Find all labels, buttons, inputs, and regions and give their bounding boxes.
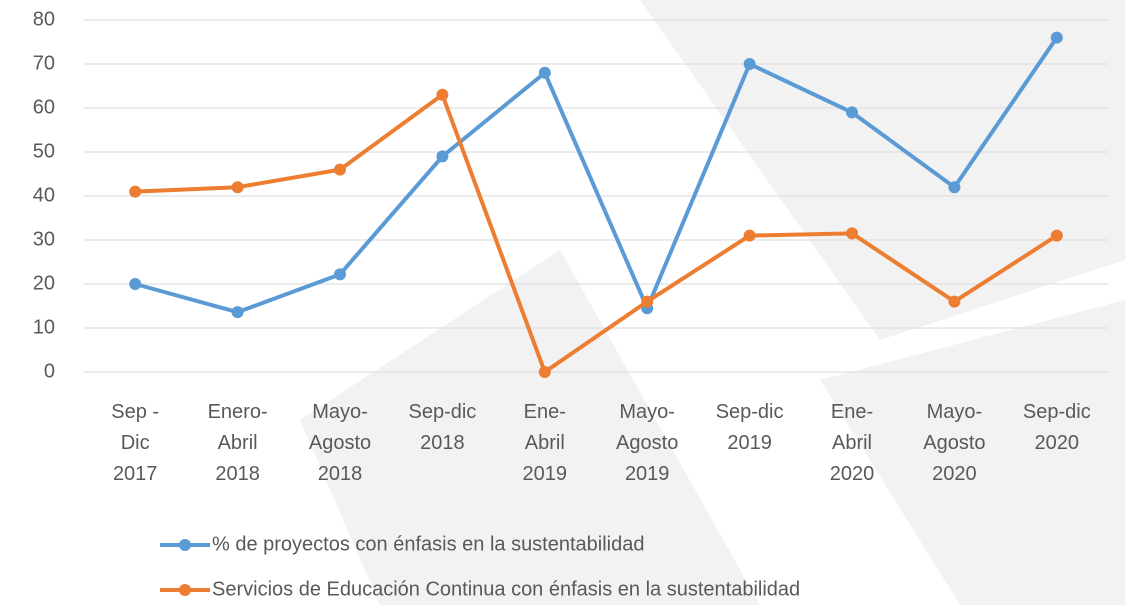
x-tick-label: Mayo- Agosto 2018 (308, 401, 372, 485)
point (231, 306, 244, 319)
point (334, 163, 346, 176)
point (231, 181, 244, 194)
series-line (135, 92, 1058, 374)
y-tick-label: 60 (33, 96, 55, 118)
x-tick-label: Sep-dic 2019 (715, 401, 784, 454)
legend-label: % de proyectos con énfasis en la sustent… (212, 533, 645, 555)
x-tick-label: Ene- Abril 2019 (522, 401, 568, 485)
point (846, 106, 858, 119)
x-tick-label: Sep-dic 2018 (408, 401, 477, 454)
y-tick-label: 20 (33, 272, 55, 294)
point (538, 366, 551, 378)
point (641, 295, 654, 308)
legend-marker (179, 539, 191, 551)
x-tick-label: Mayo- Agosto 2019 (616, 401, 679, 485)
point (1050, 229, 1063, 242)
point (948, 295, 961, 308)
watermark (300, 0, 1125, 605)
y-tick-label: 40 (33, 184, 55, 206)
point (436, 150, 449, 163)
x-tick-label: Ene- Abril 2020 (829, 401, 875, 485)
point (334, 268, 346, 281)
x-tick-label: Sep-dic 2020 (1022, 401, 1091, 454)
legend-marker (179, 584, 191, 596)
point (538, 66, 551, 79)
point (846, 227, 858, 240)
series-line (134, 36, 1059, 315)
point (129, 185, 142, 198)
y-tick-label: 0 (44, 360, 55, 382)
x-tick-label: Mayo- Agosto 2020 (923, 401, 986, 485)
point (948, 181, 961, 194)
point (129, 278, 142, 290)
point (1050, 31, 1063, 44)
x-tick-label: Sep - Dic 2017 (111, 401, 160, 485)
y-tick-label: 80 (33, 8, 55, 30)
x-tick-label: Enero- Abril 2018 (207, 401, 268, 485)
y-tick-label: 50 (33, 140, 55, 162)
y-tick-label: 30 (33, 228, 55, 250)
legend-label: Servicios de Educación Continua con énfa… (212, 578, 800, 600)
point (436, 88, 449, 101)
point (743, 58, 756, 70)
y-tick-label: 10 (33, 316, 55, 338)
point (743, 229, 756, 242)
y-tick-label: 70 (33, 52, 55, 74)
